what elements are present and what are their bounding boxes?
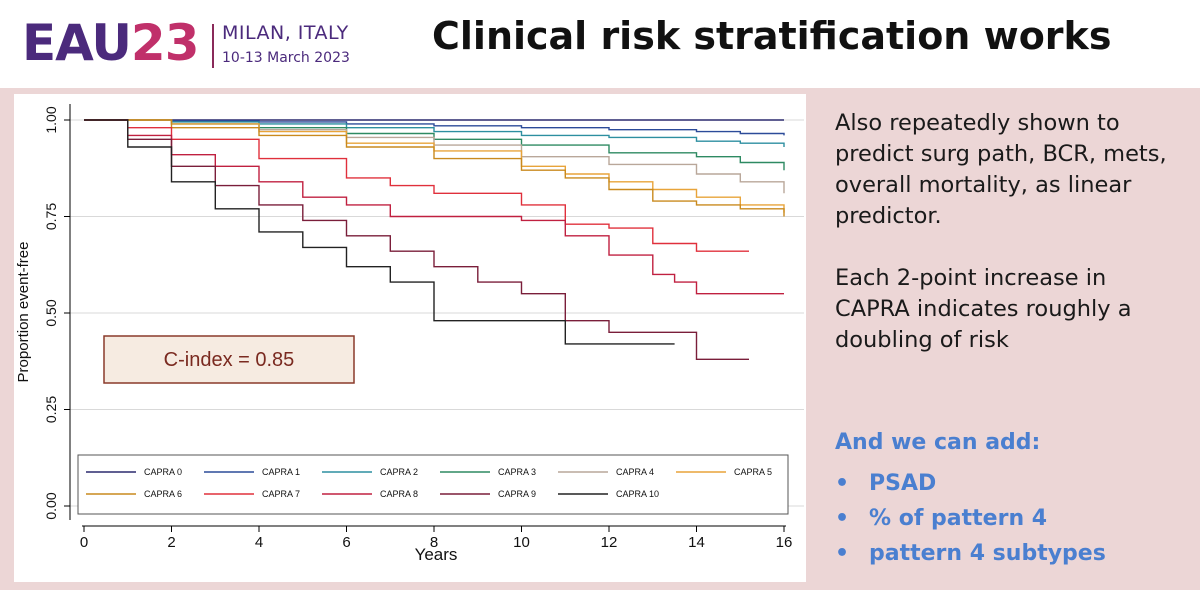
x-tick-label: 4 bbox=[255, 534, 263, 551]
km-series-line bbox=[84, 119, 749, 360]
additions-item-label: pattern 4 subtypes bbox=[869, 541, 1106, 566]
km-series-line bbox=[84, 119, 785, 217]
legend-label: CAPRA 7 bbox=[262, 489, 300, 499]
logo-year-text: 23 bbox=[130, 14, 200, 72]
additions-title: And we can add: bbox=[835, 430, 1041, 455]
y-tick-label: 1.00 bbox=[43, 106, 59, 133]
logo-city: MILAN, ITALY bbox=[222, 22, 349, 44]
c-index-annotation: C-index = 0.85 bbox=[103, 335, 355, 384]
x-axis-title: Years bbox=[415, 545, 458, 564]
y-tick-label: 0.00 bbox=[43, 492, 59, 519]
km-series-line bbox=[84, 119, 675, 345]
legend-label: CAPRA 4 bbox=[616, 467, 654, 477]
x-tick-label: 0 bbox=[80, 534, 88, 551]
logo-eau-text: EAU bbox=[22, 14, 132, 72]
chart-ticks: 0.00 0.25 0.50 0.75 1.00 0 2 4 6 8 10 12 14 16 bbox=[43, 106, 792, 551]
additions-item: • PSAD bbox=[835, 466, 1106, 501]
logo-divider bbox=[212, 24, 214, 68]
chart-series bbox=[84, 119, 785, 360]
c-index-label: C-index = 0.85 bbox=[164, 349, 295, 371]
side-text: Also repeatedly shown to predict surg pa… bbox=[835, 108, 1185, 387]
legend-label: CAPRA 6 bbox=[144, 489, 182, 499]
bullet-icon: • bbox=[835, 506, 850, 531]
legend-label: CAPRA 2 bbox=[380, 467, 418, 477]
legend-box bbox=[77, 454, 789, 515]
legend-label: CAPRA 0 bbox=[144, 467, 182, 477]
km-series-line bbox=[84, 119, 749, 252]
y-tick-label: 0.75 bbox=[43, 203, 59, 230]
legend-items: CAPRA 0 CAPRA 1 CAPRA 2 CAPRA 3 CAPRA 4 CAPRA… bbox=[86, 467, 772, 499]
side-paragraph-2: Each 2-point increase in CAPRA indicates… bbox=[835, 265, 1132, 353]
chart-grid bbox=[70, 119, 804, 507]
legend-label: CAPRA 8 bbox=[380, 489, 418, 499]
side-paragraph-1: Also repeatedly shown to predict surg pa… bbox=[835, 110, 1167, 229]
additions-item-label: PSAD bbox=[869, 471, 937, 496]
km-series-line bbox=[84, 119, 785, 136]
legend-label: CAPRA 5 bbox=[734, 467, 772, 477]
km-series-line bbox=[84, 119, 784, 295]
y-tick-label: 0.50 bbox=[43, 299, 59, 326]
x-tick-label: 16 bbox=[776, 534, 793, 551]
slide-header: EAU23 MILAN, ITALY 10-13 March 2023 Clin… bbox=[0, 0, 1200, 88]
bullet-icon: • bbox=[835, 541, 850, 566]
c-index-box bbox=[103, 335, 355, 384]
x-tick-label: 10 bbox=[513, 534, 530, 551]
additions-item: • % of pattern 4 bbox=[835, 501, 1106, 536]
x-tick-label: 8 bbox=[430, 534, 438, 551]
eau23-logo: EAU23 bbox=[22, 14, 200, 72]
y-tick-label: 0.25 bbox=[43, 396, 59, 423]
legend-label: CAPRA 9 bbox=[498, 489, 536, 499]
legend-label: CAPRA 1 bbox=[262, 467, 300, 477]
km-series-line bbox=[84, 119, 785, 147]
additions-item-label: % of pattern 4 bbox=[869, 506, 1048, 531]
x-tick-label: 6 bbox=[342, 534, 350, 551]
legend-label: CAPRA 3 bbox=[498, 467, 536, 477]
chart-legend: CAPRA 0 CAPRA 1 CAPRA 2 CAPRA 3 CAPRA 4 CAPRA… bbox=[77, 454, 789, 515]
slide-title: Clinical risk stratification works bbox=[432, 14, 1112, 58]
kaplan-meier-chart: 0.00 0.25 0.50 0.75 1.00 0 2 4 6 8 10 12 14 16 Propor… bbox=[15, 104, 804, 564]
bullet-icon: • bbox=[835, 471, 850, 496]
chart-panel: 0.00 0.25 0.50 0.75 1.00 0 2 4 6 8 10 12 14 16 Propor… bbox=[14, 94, 806, 582]
logo-dates: 10-13 March 2023 bbox=[222, 50, 350, 66]
legend-label: CAPRA 10 bbox=[616, 489, 659, 499]
y-axis-title: Proportion event-free bbox=[15, 242, 32, 383]
additions-item: • pattern 4 subtypes bbox=[835, 536, 1106, 571]
additions-list: • PSAD • % of pattern 4 • pattern 4 subtype… bbox=[835, 466, 1106, 571]
x-tick-label: 14 bbox=[688, 534, 705, 551]
x-tick-label: 12 bbox=[601, 534, 618, 551]
x-tick-label: 2 bbox=[167, 534, 175, 551]
